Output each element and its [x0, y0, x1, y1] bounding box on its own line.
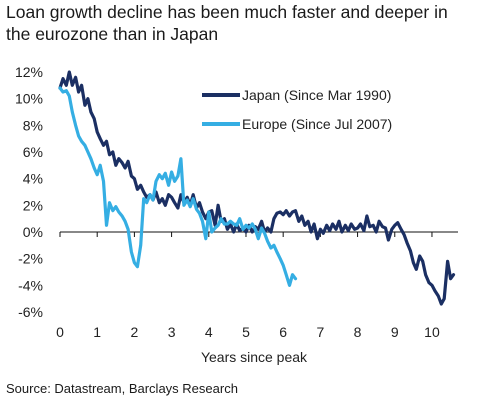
x-tick-label: 0 — [56, 324, 64, 340]
line-chart: 12% 10% 8% 6% 4% 2% 0% -2% -4% -6% 0 1 2 3 4 5 6 7 8 9 10 Y… — [15, 64, 458, 365]
x-tick-label: 7 — [316, 324, 324, 340]
x-tick-label: 5 — [242, 324, 250, 340]
x-tick-label: 10 — [424, 324, 440, 340]
y-tick-label: 6% — [23, 144, 43, 160]
legend-label: Japan (Since Mar 1990) — [242, 87, 391, 103]
series-line-japan — [58, 70, 456, 306]
x-tick-label: 3 — [168, 324, 176, 340]
y-tick-label: -6% — [18, 304, 43, 320]
series-layer — [58, 70, 456, 306]
y-tick-label: 10% — [15, 91, 43, 107]
source-note: Source: Datastream, Barclays Research — [6, 381, 238, 396]
x-tick-label: 9 — [391, 324, 399, 340]
series-line-europe — [58, 86, 298, 287]
y-tick-label: 0% — [23, 224, 43, 240]
legend-label: Europe (Since Jul 2007) — [242, 116, 392, 132]
y-axis: 12% 10% 8% 6% 4% 2% 0% -2% -4% -6% — [15, 64, 43, 320]
y-tick-label: 4% — [23, 171, 43, 187]
legend: Japan (Since Mar 1990) Europe (Since Jul … — [202, 87, 392, 132]
y-tick-label: 12% — [15, 64, 43, 80]
x-axis-label: Years since peak — [201, 349, 308, 365]
x-tick-label: 2 — [130, 324, 138, 340]
y-tick-label: 2% — [23, 197, 43, 213]
y-tick-label: -2% — [18, 251, 43, 267]
x-tick-label: 8 — [354, 324, 362, 340]
x-tick-label: 1 — [93, 324, 101, 340]
chart-title: Loan growth decline has been much faster… — [6, 2, 448, 44]
x-tick-label: 6 — [279, 324, 287, 340]
x-tick-label: 4 — [205, 324, 213, 340]
y-tick-label: 8% — [23, 117, 43, 133]
y-tick-label: -4% — [18, 277, 43, 293]
x-axis: 0 1 2 3 4 5 6 7 8 9 10 — [56, 232, 440, 340]
